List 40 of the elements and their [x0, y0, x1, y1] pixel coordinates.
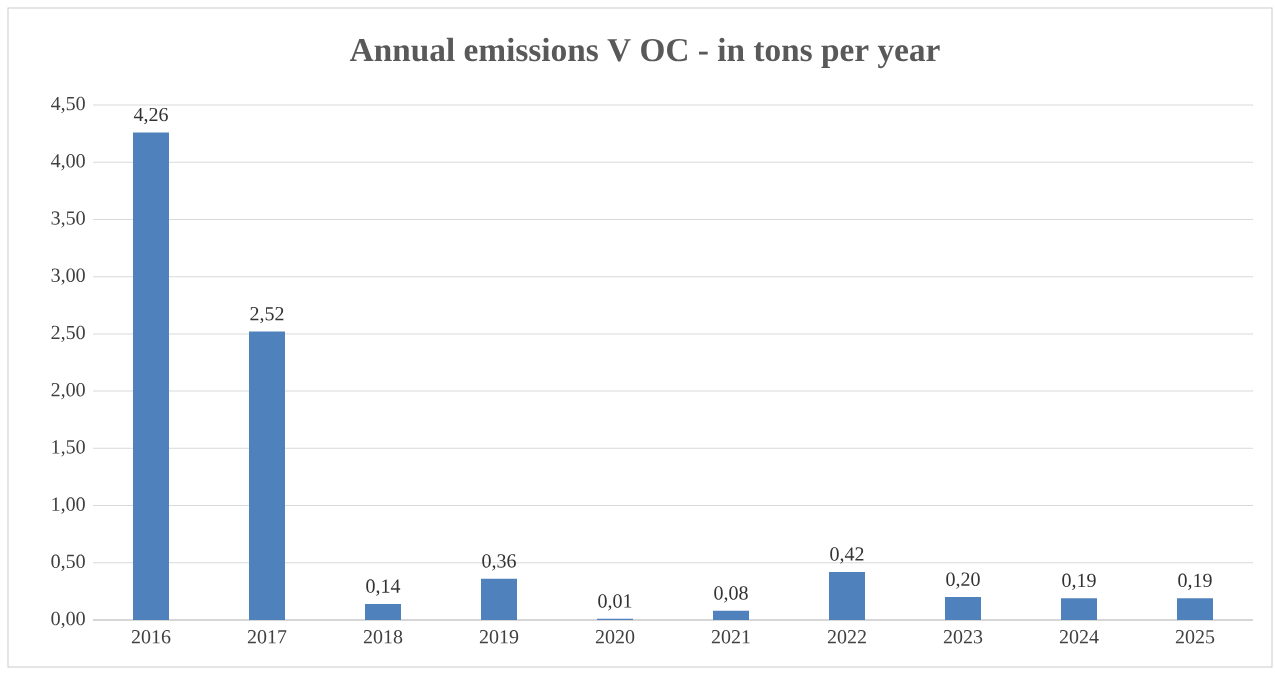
data-label: 0,19	[1062, 573, 1096, 590]
bar	[945, 597, 982, 620]
bar	[481, 578, 517, 620]
chart-title: Annual emissions V OC - in tons per year	[349, 37, 940, 69]
data-label: 0,20	[946, 572, 980, 589]
x-tick-label: 2024	[1059, 630, 1099, 644]
bar	[133, 132, 169, 620]
x-tick-label: 2023	[943, 630, 983, 644]
data-label: 0,42	[830, 547, 864, 564]
data-label: 4,26	[133, 107, 168, 125]
y-tick-label: 3,50	[51, 211, 85, 228]
bar	[713, 610, 749, 620]
x-tick-label: 2025	[1175, 630, 1215, 644]
x-tick-label: 2017	[247, 630, 287, 644]
bar	[365, 603, 401, 620]
data-label: 0,19	[1178, 573, 1212, 590]
x-tick-label: 2016	[131, 630, 171, 644]
x-tick-label: 2022	[827, 630, 866, 644]
y-tick-label: 4,50	[51, 96, 85, 114]
x-tick-label: 2020	[595, 630, 635, 644]
y-tick-label: 3,00	[51, 268, 85, 285]
bar	[1061, 598, 1098, 620]
y-tick-label: 0,50	[51, 554, 85, 571]
y-tick-label: 2,50	[51, 325, 85, 343]
x-tick-label: 2021	[711, 630, 750, 644]
y-tick-label: 4,00	[51, 154, 85, 171]
y-tick-label: 1,00	[52, 497, 85, 514]
data-label: 2,52	[250, 307, 284, 324]
bar	[1177, 598, 1214, 620]
x-tick-label: 2019	[479, 630, 519, 644]
x-tick-label: 2018	[363, 630, 403, 644]
data-label: 0,36	[482, 554, 516, 571]
bar	[829, 571, 866, 620]
y-tick-label: 1,50	[52, 440, 85, 457]
data-label: 0,01	[598, 594, 632, 611]
bar	[249, 331, 285, 620]
y-tick-label: 2,00	[51, 382, 85, 400]
data-label: 0,08	[714, 586, 748, 603]
y-tick-label: 0,00	[51, 611, 85, 629]
data-label: 0,14	[366, 579, 401, 596]
